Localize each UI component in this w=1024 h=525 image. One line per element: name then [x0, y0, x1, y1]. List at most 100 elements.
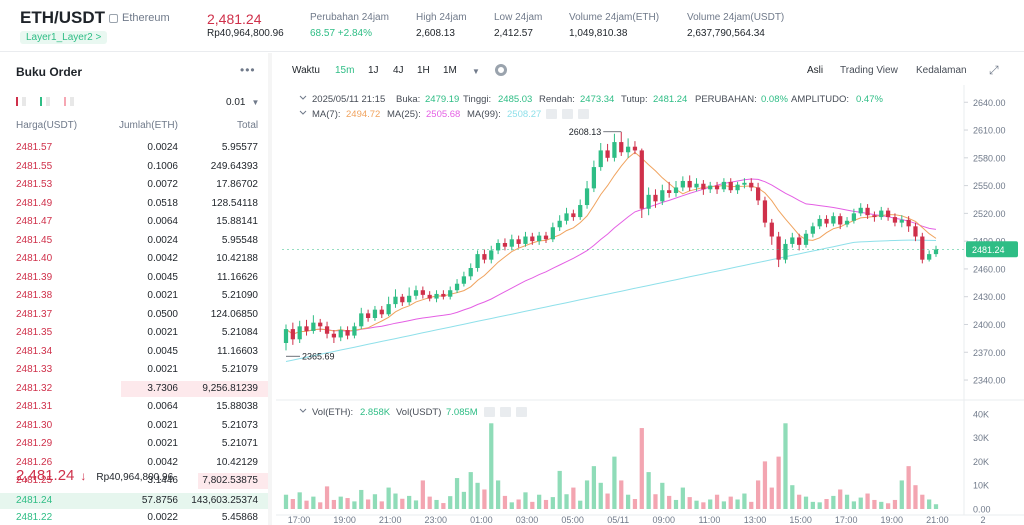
volume-bar [311, 496, 316, 509]
bid-price: 2481.24 [16, 495, 53, 506]
ask-total: 9,256.81239 [202, 382, 258, 394]
ask-price: 2481.53 [16, 179, 53, 190]
interval-1h[interactable]: 1H [417, 65, 430, 76]
ask-row[interactable]: 2481.34 0.0045 11.16603 [0, 343, 268, 362]
time-label: Waktu [292, 65, 320, 76]
ask-row[interactable]: 2481.37 0.0500 124.06850 [0, 306, 268, 325]
chain-label[interactable]: Ethereum [122, 12, 170, 24]
volume-tick-label: 40K [973, 409, 989, 419]
view-original[interactable]: Asli [807, 65, 824, 76]
candle-body [482, 254, 487, 260]
gear-icon[interactable] [495, 64, 507, 76]
chevron-down-icon [299, 110, 307, 115]
candle-body [578, 205, 583, 218]
interval-4j[interactable]: 4J [393, 65, 404, 76]
volume-tick-label: 20K [973, 457, 989, 467]
interval-1j[interactable]: 1J [368, 65, 379, 76]
candle-body [906, 219, 911, 227]
candle-body [797, 237, 802, 245]
ask-row[interactable]: 2481.35 0.0021 5.21084 [0, 324, 268, 343]
ask-amount: 0.0021 [147, 327, 178, 338]
volume-bar [359, 489, 364, 509]
category-tag[interactable]: Layer1_Layer2 > [20, 31, 108, 44]
candles [283, 131, 939, 351]
candle-body [653, 194, 658, 202]
info-date: 2025/05/11 21:15 [312, 94, 385, 105]
ask-row[interactable]: 2481.38 0.0021 5.21090 [0, 287, 268, 306]
ask-row[interactable]: 2481.31 0.0064 15.88038 [0, 398, 268, 417]
ask-amount: 0.0045 [147, 345, 178, 357]
candlestick-chart[interactable]: 2640.002610.002580.002550.002520.002490.… [276, 53, 1024, 525]
price-tick-label: 2370.00 [973, 348, 1006, 358]
ask-row[interactable]: 2481.55 0.1006 249.64393 [0, 158, 268, 177]
ask-amount: 3.1446 [147, 475, 178, 486]
ask-row[interactable]: 2481.45 0.0024 5.95548 [0, 232, 268, 251]
candle-body [824, 218, 829, 224]
bid-row[interactable]: 2481.22 0.0022 5.45868 [0, 510, 268, 525]
ask-row[interactable]: 2481.49 0.0518 128.54118 [0, 195, 268, 214]
candle-body [755, 187, 761, 201]
time-tick-label: 09:00 [653, 515, 676, 525]
ask-row[interactable]: 2481.53 0.0072 17.86702 [0, 176, 268, 195]
ask-amount: 0.1006 [147, 160, 178, 172]
more-intervals-icon[interactable]: ▼ [472, 67, 480, 76]
volume-bar [851, 501, 857, 509]
ask-amount: 3.7306 [147, 382, 178, 394]
ask-row[interactable]: 2481.33 0.0021 5.21079 [0, 361, 268, 380]
candle-body [769, 222, 774, 237]
ma25-label: MA(25): [387, 109, 421, 120]
view-asks-icon[interactable] [64, 97, 74, 106]
ask-amount: 0.0518 [147, 197, 178, 209]
candle-body [290, 329, 295, 340]
candle-body [324, 326, 330, 334]
volume-bar [735, 499, 740, 509]
volume-bar [489, 423, 494, 509]
candle-body [495, 243, 501, 251]
ask-row[interactable]: 2481.25 3.1446 7,802.53875 [0, 472, 268, 491]
volume-bar [557, 470, 562, 509]
ask-row[interactable]: 2481.29 0.0021 5.21071 [0, 435, 268, 454]
view-tradingview[interactable]: Trading View [840, 65, 898, 76]
tick-size-select[interactable]: 0.01 ▼ [226, 97, 259, 108]
candle-body [338, 330, 343, 338]
candle-body [468, 268, 473, 277]
view-bids-icon[interactable] [40, 97, 50, 106]
volume-bar [694, 500, 699, 509]
volume-bar [352, 501, 357, 509]
volume-bar [379, 501, 384, 509]
expand-icon[interactable]: ⤢ [989, 63, 999, 77]
candle-body [345, 330, 350, 336]
ask-total: 17.86702 [216, 179, 258, 190]
ask-row[interactable]: 2481.40 0.0042 10.42188 [0, 250, 268, 269]
more-icon[interactable]: ••• [240, 63, 256, 77]
ask-row[interactable]: 2481.26 0.0042 10.42129 [0, 454, 268, 473]
candle-body [605, 150, 610, 158]
mid-price: 2,481.24 [16, 467, 75, 484]
stat-label: High 24jam [416, 12, 467, 23]
ask-row[interactable]: 2481.32 3.7306 9,256.81239 [0, 380, 268, 399]
interval-1m[interactable]: 1M [443, 65, 457, 76]
ask-amount: 0.0021 [147, 364, 178, 375]
interval-15m[interactable]: 15m [335, 65, 355, 76]
ask-row[interactable]: 2481.39 0.0045 11.16626 [0, 269, 268, 288]
ma25-value: 2505.68 [426, 109, 460, 120]
info-open-label: Buka: [396, 94, 420, 105]
volume-bar [810, 501, 815, 509]
candle-body [714, 185, 720, 190]
ask-row[interactable]: 2481.47 0.0064 15.88141 [0, 213, 268, 232]
vol-usdt-label: Vol(USDT) [396, 407, 441, 418]
volume-bar [714, 494, 720, 509]
view-depth[interactable]: Kedalaman [916, 65, 967, 76]
volume-bar [797, 494, 802, 509]
ask-price: 2481.40 [16, 253, 53, 264]
ask-row[interactable]: 2481.30 0.0021 5.21073 [0, 417, 268, 436]
pair-title[interactable]: ETH/USDT [20, 8, 105, 27]
info-close-label: Tutup: [621, 94, 648, 105]
candle-body [543, 235, 549, 240]
bid-row[interactable]: 2481.24 57.8756 143,603.25374 [0, 493, 268, 510]
chart-legend: 2025/05/11 21:15 Buka: 2479.19 Tinggi: 2485.… [299, 94, 883, 418]
volume-bar [742, 493, 747, 509]
view-both-icon[interactable] [16, 97, 26, 106]
ask-total: 10.42188 [216, 253, 258, 264]
ask-row[interactable]: 2481.57 0.0024 5.95577 [0, 139, 268, 158]
